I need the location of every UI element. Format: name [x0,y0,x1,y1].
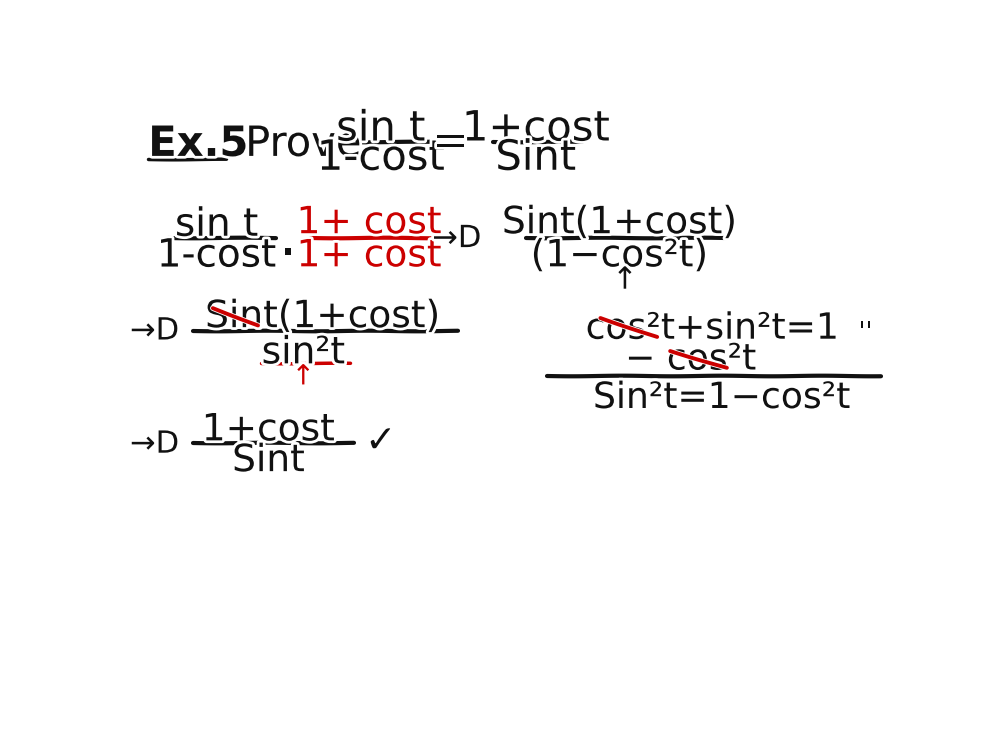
Text: →D: →D [432,224,481,253]
Text: Prove: Prove [245,123,361,165]
Text: 1-cost: 1-cost [157,236,276,274]
Text: →D: →D [130,316,179,346]
Text: 1+ cost: 1+ cost [297,238,442,274]
Text: →D: →D [130,430,179,459]
Text: 1-cost: 1-cost [317,136,445,178]
Text: Sint(1+cost): Sint(1+cost) [205,299,440,335]
Text: cos²t+sin²t=1: cos²t+sin²t=1 [586,312,839,346]
Text: Sint(1+cost): Sint(1+cost) [502,206,737,242]
Text: ✓: ✓ [365,424,396,460]
Text: (1−cos²t): (1−cos²t) [531,238,708,274]
Text: Sint: Sint [232,443,305,479]
Text: − cos²t: − cos²t [625,343,756,376]
Text: ↑: ↑ [292,362,315,391]
Text: sin t: sin t [336,107,425,149]
Text: Sin²t=1−cos²t: Sin²t=1−cos²t [593,381,850,415]
Text: 1+cost: 1+cost [202,413,335,448]
Text: sin t: sin t [175,206,258,244]
Text: =: = [432,121,469,164]
Text: 1+cost: 1+cost [462,107,610,149]
Text: '': '' [858,320,872,344]
Text: sin²t: sin²t [262,335,345,371]
Text: ↑: ↑ [612,266,638,295]
Text: Ex.5: Ex.5 [148,123,248,165]
Text: .: . [278,210,297,267]
Text: 1+ cost: 1+ cost [297,206,442,242]
Text: Sint: Sint [495,136,576,178]
